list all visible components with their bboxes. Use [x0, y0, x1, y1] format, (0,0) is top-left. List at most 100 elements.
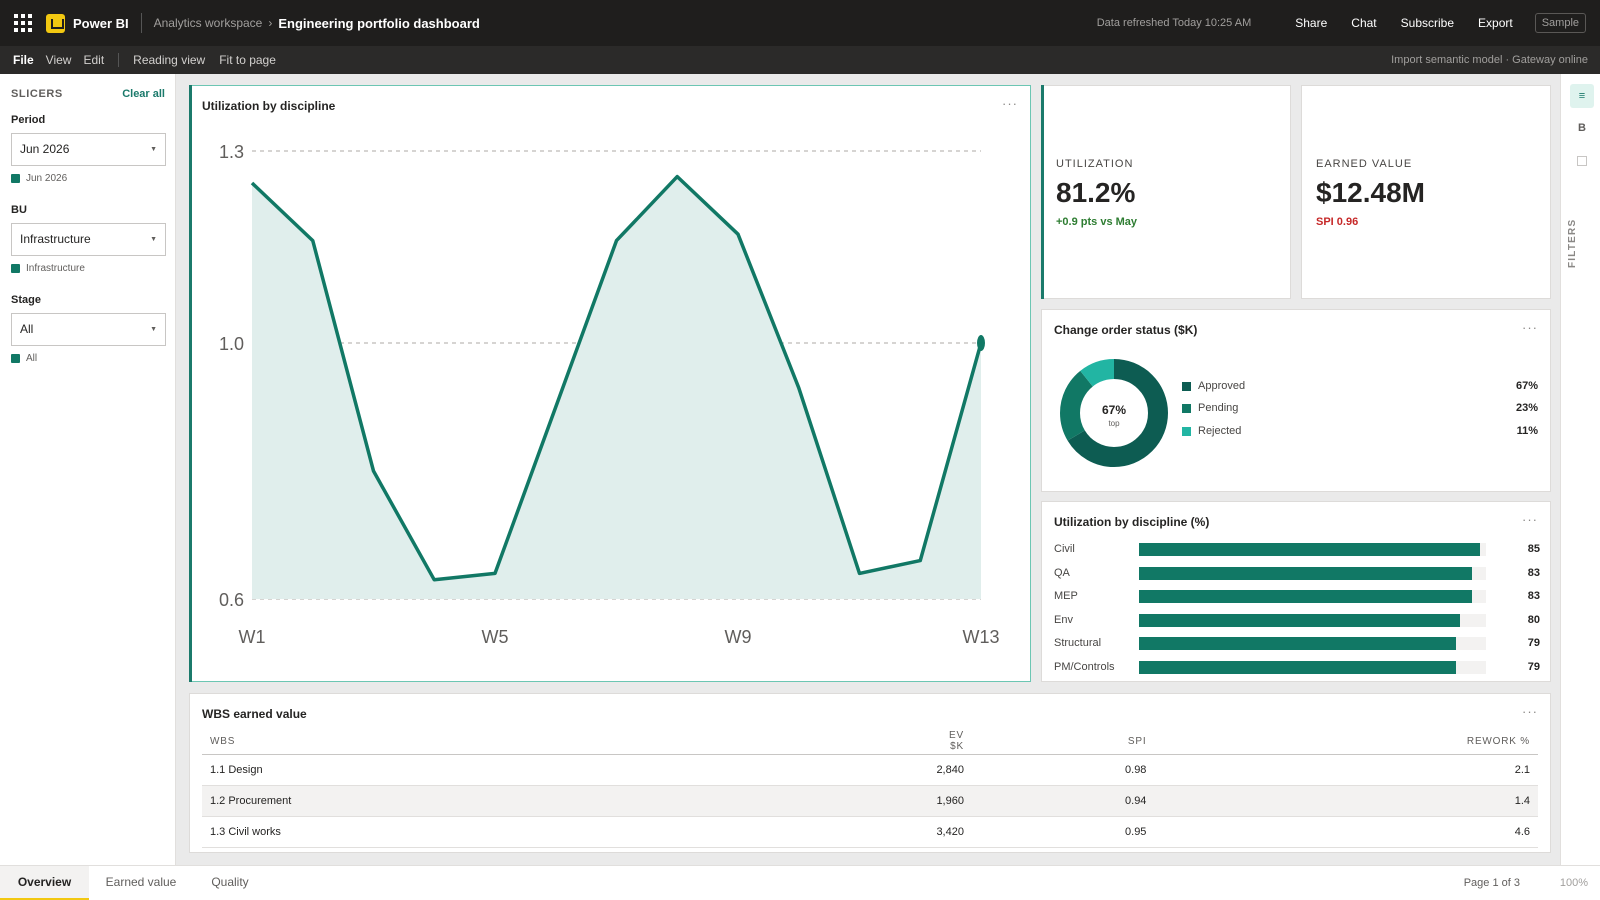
bar-category-label: Civil [1054, 543, 1075, 555]
more-options-icon[interactable]: ··· [1522, 320, 1538, 335]
bar-row[interactable]: Structural 79 [1054, 636, 1540, 652]
tab-overview[interactable]: Overview [0, 866, 89, 900]
bar[interactable] [1139, 660, 1457, 674]
sample-button[interactable]: Sample [1534, 13, 1586, 33]
chip-label: Jun 2026 [26, 173, 68, 184]
column-header-wbs[interactable]: WBS [202, 729, 929, 755]
legend-rejected[interactable]: Rejected 11% [1182, 425, 1538, 437]
menu-file[interactable]: File [13, 53, 34, 67]
area-chart: 1.3 1.0 0.6 W1 W5 W9 W13 [219, 142, 1000, 647]
pane-toggle-icon[interactable] [1577, 156, 1587, 166]
table-header-row: WBS EV $K SPI REWORK % [202, 729, 1538, 755]
bu-selected-chip[interactable]: Infrastructure [11, 263, 85, 274]
bar-track [1139, 543, 1486, 556]
bar-category-label: PM/Controls [1054, 660, 1115, 673]
legend-label: Pending [1198, 402, 1239, 414]
x-tick-label: W13 [962, 627, 999, 647]
stage-selected-chip[interactable]: All [11, 353, 37, 364]
period-selected-chip[interactable]: Jun 2026 [11, 173, 67, 184]
donut-slice[interactable] [1060, 359, 1168, 467]
table-row[interactable]: 1.3 Civil works 3,420 0.95 4.6 [202, 816, 1538, 848]
y-tick-label: 0.6 [219, 590, 244, 610]
more-options-icon[interactable]: ··· [1522, 512, 1538, 527]
model-status: Import semantic model · Gateway online [1391, 54, 1588, 66]
reading-view-button[interactable]: Reading view [133, 53, 206, 67]
clear-all-button[interactable]: Clear all [122, 88, 165, 100]
earned-value-kpi-card[interactable]: EARNED VALUE $12.48M SPI 0.96 [1301, 85, 1551, 299]
legend-approved[interactable]: Approved 67% [1182, 380, 1538, 392]
bar-track [1139, 637, 1486, 650]
bar[interactable] [1139, 613, 1461, 627]
wbs-table-card[interactable]: WBS earned value ··· WBS EV $K SPI REWOR… [189, 693, 1551, 853]
breadcrumb-workspace[interactable]: Analytics workspace [153, 16, 263, 30]
donut-slice[interactable] [1060, 359, 1168, 467]
menu-edit[interactable]: Edit [83, 53, 105, 67]
app-name[interactable]: Power BI [73, 15, 129, 31]
kpi-value: $12.48M [1316, 177, 1425, 208]
kpi-label: UTILIZATION [1056, 158, 1134, 170]
top-bar: Power BI Analytics workspace › Engineeri… [0, 0, 1600, 46]
donut-center-label: top [1108, 419, 1120, 428]
column-header-ev[interactable]: EV $K [928, 729, 972, 755]
bar[interactable] [1139, 566, 1473, 580]
chat-button[interactable]: Chat [1351, 16, 1377, 30]
bar-row[interactable]: MEP 83 [1054, 589, 1540, 605]
kpi-delta: SPI 0.96 [1316, 216, 1359, 228]
legend-swatch [1182, 381, 1191, 391]
period-dropdown[interactable]: Jun 2026 ▼ [11, 133, 166, 166]
legend-value: 23% [1515, 402, 1538, 414]
export-button[interactable]: Export [1478, 16, 1513, 30]
donut-center-value: 67% [1101, 403, 1127, 417]
chip-swatch [11, 264, 20, 273]
bar-row[interactable]: Env 80 [1054, 613, 1540, 629]
bar[interactable] [1139, 543, 1481, 556]
cell-spi: 0.94 [971, 785, 1155, 817]
cell-spi: 0.95 [971, 816, 1155, 848]
legend-label: Approved [1198, 380, 1246, 392]
bar-row[interactable]: QA 83 [1054, 566, 1540, 582]
table-row[interactable]: 1.1 Design 2,840 0.98 2.1 [202, 754, 1538, 786]
stage-dropdown[interactable]: All ▼ [11, 313, 166, 346]
zoom-level[interactable]: 100% [1559, 877, 1588, 889]
tab-quality[interactable]: Quality [211, 875, 249, 889]
legend-pending[interactable]: Pending 23% [1182, 402, 1538, 414]
divider [140, 13, 142, 33]
cell-ev: 1,960 [928, 785, 972, 817]
more-options-icon[interactable]: ··· [1002, 96, 1018, 111]
discipline-bar-chart-card[interactable]: Utilization by discipline (%) ··· Civil 8… [1041, 501, 1551, 682]
last-point-marker[interactable] [977, 335, 985, 351]
column-header-rework[interactable]: REWORK % [1154, 729, 1538, 755]
column-header-spi[interactable]: SPI [971, 729, 1155, 755]
bar-value-label: 79 [1527, 637, 1540, 649]
tab-earned-value[interactable]: Earned value [105, 875, 177, 889]
table-row[interactable]: 1.2 Procurement 1,960 0.94 1.4 [202, 785, 1538, 817]
menu-view[interactable]: View [45, 53, 72, 67]
utilization-kpi-card[interactable]: UTILIZATION 81.2% +0.9 pts vs May [1041, 85, 1291, 299]
refresh-status: Data refreshed Today 10:25 AM [1096, 17, 1252, 29]
app-launcher-icon[interactable] [14, 14, 32, 32]
bar-category-label: Env [1054, 613, 1073, 626]
bu-dropdown-value: Infrastructure [20, 232, 91, 246]
cell-spi: 0.98 [971, 754, 1155, 786]
donut-chart [1060, 359, 1168, 467]
more-options-icon[interactable]: ··· [1522, 704, 1538, 719]
fit-to-page-button[interactable]: Fit to page [219, 53, 276, 67]
bookmarks-pane-button[interactable]: B [1578, 122, 1586, 134]
legend-swatch [1182, 403, 1191, 413]
period-dropdown-value: Jun 2026 [20, 142, 70, 156]
slicer-period-label: Period [11, 114, 46, 126]
bar[interactable] [1139, 637, 1457, 650]
bar[interactable] [1139, 590, 1473, 603]
page-indicator: Page 1 of 3 [1463, 877, 1520, 889]
change-order-donut-card[interactable]: Change order status ($K) ··· 67% top App… [1041, 309, 1551, 492]
visualizations-pane-button[interactable]: ≡ [1570, 84, 1594, 108]
share-button[interactable]: Share [1295, 16, 1328, 30]
menu-divider [118, 53, 120, 67]
filters-pane-button[interactable]: FILTERS [1567, 218, 1578, 268]
bar-row[interactable]: Civil 85 [1054, 542, 1540, 558]
subscribe-button[interactable]: Subscribe [1400, 16, 1455, 30]
bar-row[interactable]: PM/Controls 79 [1054, 660, 1540, 676]
chevron-down-icon: ▼ [150, 146, 157, 153]
utilization-area-chart-card[interactable]: Utilization by discipline ··· 1.3 1.0 0.6 W… [189, 85, 1031, 682]
bu-dropdown[interactable]: Infrastructure ▼ [11, 223, 166, 256]
